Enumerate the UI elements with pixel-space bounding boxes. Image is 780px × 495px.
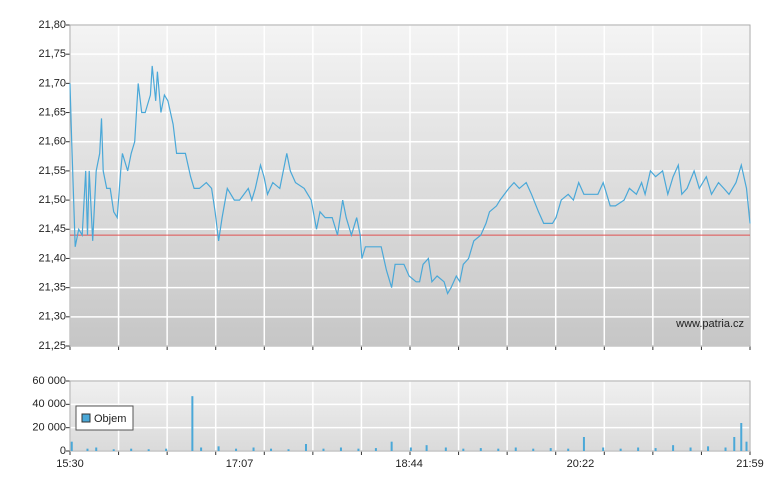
volume-bar: [191, 396, 194, 451]
x-tick-label: 21:59: [736, 458, 764, 470]
volume-bar: [252, 447, 255, 451]
volume-bar: [390, 441, 393, 451]
y-tick-label: 60 000: [32, 375, 66, 387]
volume-bar: [70, 441, 73, 451]
y-tick-label: 21,30: [38, 311, 66, 323]
volume-bar: [619, 448, 622, 451]
volume-bar: [147, 449, 150, 451]
volume-bar: [637, 447, 640, 451]
volume-bar: [740, 423, 743, 451]
volume-bar: [374, 448, 377, 451]
volume-bar: [95, 447, 98, 451]
volume-bar: [582, 437, 585, 451]
y-tick-label: 21,35: [38, 282, 66, 294]
volume-bar: [270, 448, 273, 451]
y-tick-label: 21,50: [38, 194, 66, 206]
volume-bar: [654, 448, 657, 451]
volume-bar: [532, 448, 535, 451]
volume-bar: [602, 447, 605, 451]
y-tick-label: 21,55: [38, 165, 66, 177]
volume-bar: [200, 447, 203, 451]
y-tick-label: 21,45: [38, 223, 66, 235]
x-tick-label: 17:07: [226, 458, 254, 470]
y-tick-label: 21,25: [38, 340, 66, 352]
volume-bar: [689, 447, 692, 451]
x-tick-label: 20:22: [567, 458, 595, 470]
y-tick-label: 21,75: [38, 48, 66, 60]
x-tick-label: 18:44: [395, 458, 423, 470]
y-tick-label: 21,40: [38, 252, 66, 264]
volume-bar: [724, 447, 727, 451]
y-tick-label: 21,60: [38, 136, 66, 148]
volume-bar: [567, 448, 570, 451]
volume-bar: [462, 448, 465, 451]
volume-bar: [357, 448, 360, 451]
volume-bar: [425, 445, 428, 451]
volume-bar: [549, 448, 552, 451]
volume-bar: [112, 449, 115, 451]
volume-bar: [130, 448, 133, 451]
watermark: www.patria.cz: [675, 318, 744, 330]
y-tick-label: 21,65: [38, 106, 66, 118]
volume-bar: [86, 448, 89, 451]
volume-bar: [304, 444, 307, 451]
y-tick-label: 20 000: [32, 422, 66, 434]
x-tick-label: 15:30: [56, 458, 84, 470]
volume-bar: [672, 445, 675, 451]
volume-bar: [479, 448, 482, 451]
volume-bar: [217, 446, 220, 451]
y-tick-label: 21,70: [38, 77, 66, 89]
y-tick-label: 0: [60, 445, 66, 457]
y-tick-label: 40 000: [32, 398, 66, 410]
legend-label: Objem: [94, 413, 126, 425]
volume-bar: [409, 447, 412, 451]
legend-swatch: [81, 413, 91, 423]
y-tick-label: 21,80: [38, 19, 66, 31]
volume-bar: [745, 441, 748, 451]
volume-bar: [322, 448, 325, 451]
volume-bar: [235, 448, 238, 451]
volume-bar: [733, 437, 736, 451]
volume-bar: [514, 447, 517, 451]
price-line: [69, 65, 751, 295]
frame: [69, 24, 751, 347]
volume-bar: [707, 446, 710, 451]
volume-bar: [497, 448, 500, 451]
volume-bar: [339, 447, 342, 451]
volume-bar: [444, 447, 447, 451]
volume-bar: [287, 449, 290, 451]
volume-bar: [165, 448, 168, 451]
